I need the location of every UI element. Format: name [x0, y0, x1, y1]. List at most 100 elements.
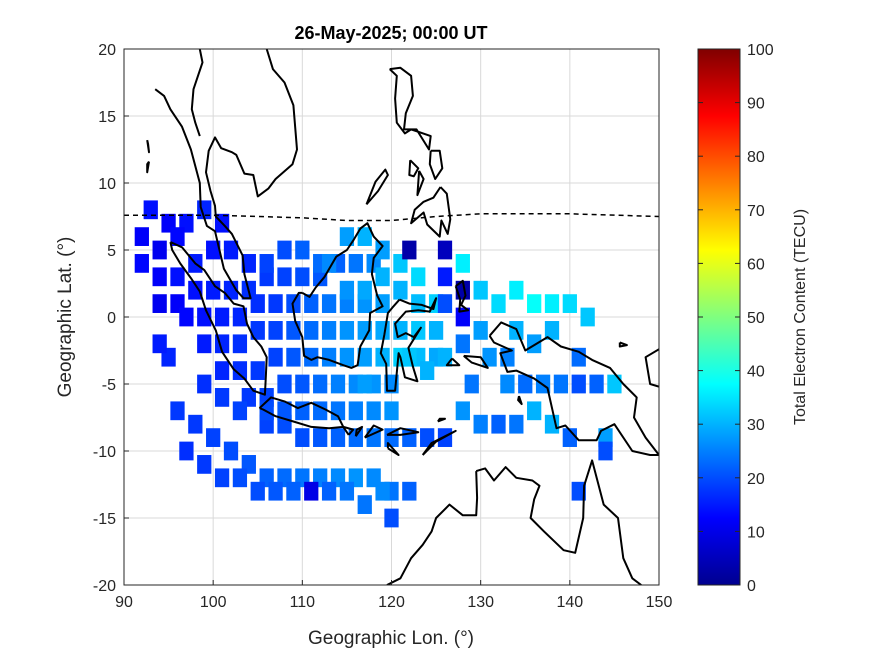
y-tick-label: 5 [107, 243, 116, 260]
x-tick-label: 100 [200, 594, 227, 611]
coastline [386, 471, 479, 585]
tec-cell [527, 294, 542, 313]
colorbar [697, 48, 741, 586]
tec-cell [437, 294, 453, 313]
tec-cell [250, 481, 265, 501]
tec-cell [473, 280, 488, 300]
coastline [386, 442, 400, 456]
y-tick-label: 15 [98, 109, 116, 126]
tec-cell [277, 267, 292, 287]
coastline [421, 429, 457, 456]
tec-cell [518, 374, 533, 394]
coastline [154, 49, 298, 300]
coastline [146, 139, 150, 154]
tec-cell [455, 334, 470, 354]
tec-cell [268, 481, 283, 501]
tec-cell [232, 307, 248, 327]
tec-cell [420, 428, 435, 447]
tec-cell [197, 455, 212, 474]
tec-cell [330, 374, 346, 394]
tec-cell [482, 347, 497, 367]
coastline [169, 241, 268, 396]
tec-cell [393, 280, 408, 300]
tec-cell [188, 414, 203, 434]
tec-cell [179, 441, 194, 461]
y-tick-label: -5 [102, 377, 116, 394]
tec-cell [223, 240, 239, 260]
y-tick-label: -20 [93, 578, 116, 595]
colorbar-tick-label: 80 [747, 149, 765, 166]
tec-cell [214, 307, 230, 327]
tec-cell [313, 428, 328, 447]
coastline [463, 354, 489, 369]
tec-cell [214, 388, 230, 407]
coastline [517, 395, 523, 406]
tec-cell [527, 334, 542, 354]
coastline [428, 149, 444, 180]
tec-cell [402, 240, 417, 260]
tec-cell [286, 481, 301, 501]
tec-cell [544, 414, 560, 434]
y-tick-label: 0 [107, 310, 116, 327]
coastline [363, 424, 384, 439]
tec-cell [473, 414, 488, 434]
tec-cell [348, 254, 363, 273]
tec-cell [580, 307, 595, 327]
tec-cell [348, 428, 363, 447]
coastline [445, 357, 461, 367]
tec-cell [562, 294, 577, 313]
tec-cell [607, 374, 622, 394]
tec-cell [197, 334, 212, 354]
tec-cell [339, 280, 355, 300]
tec-cell [188, 280, 203, 300]
tec-cell [321, 347, 337, 367]
coastline [416, 170, 425, 197]
tec-cell [571, 374, 586, 394]
magnetic-equator-line [124, 213, 659, 222]
tec-cell [402, 347, 417, 367]
tec-cell [321, 321, 337, 340]
tec-cell [348, 401, 363, 421]
tec-cell [357, 374, 372, 394]
tec-cell [321, 294, 337, 313]
tec-cell [544, 294, 560, 313]
tec-cell [277, 374, 292, 394]
colorbar-tick-label: 40 [747, 364, 765, 381]
tec-cell [330, 401, 346, 421]
tec-cell [339, 481, 355, 501]
colorbar-tick-label: 10 [747, 524, 765, 541]
colorbar-ticks: 0 10 20 30 40 50 60 70 80 90 100 [698, 42, 774, 595]
tec-cell [304, 294, 319, 313]
tec-cell [491, 294, 506, 313]
tec-cell [357, 227, 372, 246]
tec-cell [232, 334, 248, 354]
coastline [291, 222, 384, 369]
coastline [386, 427, 420, 436]
tec-cell [437, 240, 453, 260]
tec-cell [598, 441, 613, 461]
tec-cell [544, 321, 560, 340]
tec-cell [152, 294, 167, 313]
tec-cell [232, 401, 248, 421]
x-tick-label: 140 [556, 594, 583, 611]
y-tick-label: 20 [98, 42, 116, 59]
tec-cell [277, 401, 292, 421]
tec-cell [313, 374, 328, 394]
coastline [644, 348, 659, 388]
coastlines [146, 49, 659, 585]
tec-cell [206, 280, 221, 300]
tec-cell [304, 347, 319, 367]
x-tick-label: 120 [378, 594, 405, 611]
x-axis-ticks: 90 100 110 120 130 140 150 [115, 580, 672, 611]
tec-cell [357, 280, 372, 300]
x-tick-label: 110 [290, 594, 316, 611]
tec-cell [402, 481, 417, 501]
tec-cell [295, 428, 310, 447]
tec-cell [259, 254, 274, 273]
tec-cell [197, 374, 212, 394]
tec-cell [268, 321, 283, 340]
tec-cell [384, 508, 399, 528]
tec-cell [295, 267, 310, 287]
tec-cell [268, 294, 283, 313]
